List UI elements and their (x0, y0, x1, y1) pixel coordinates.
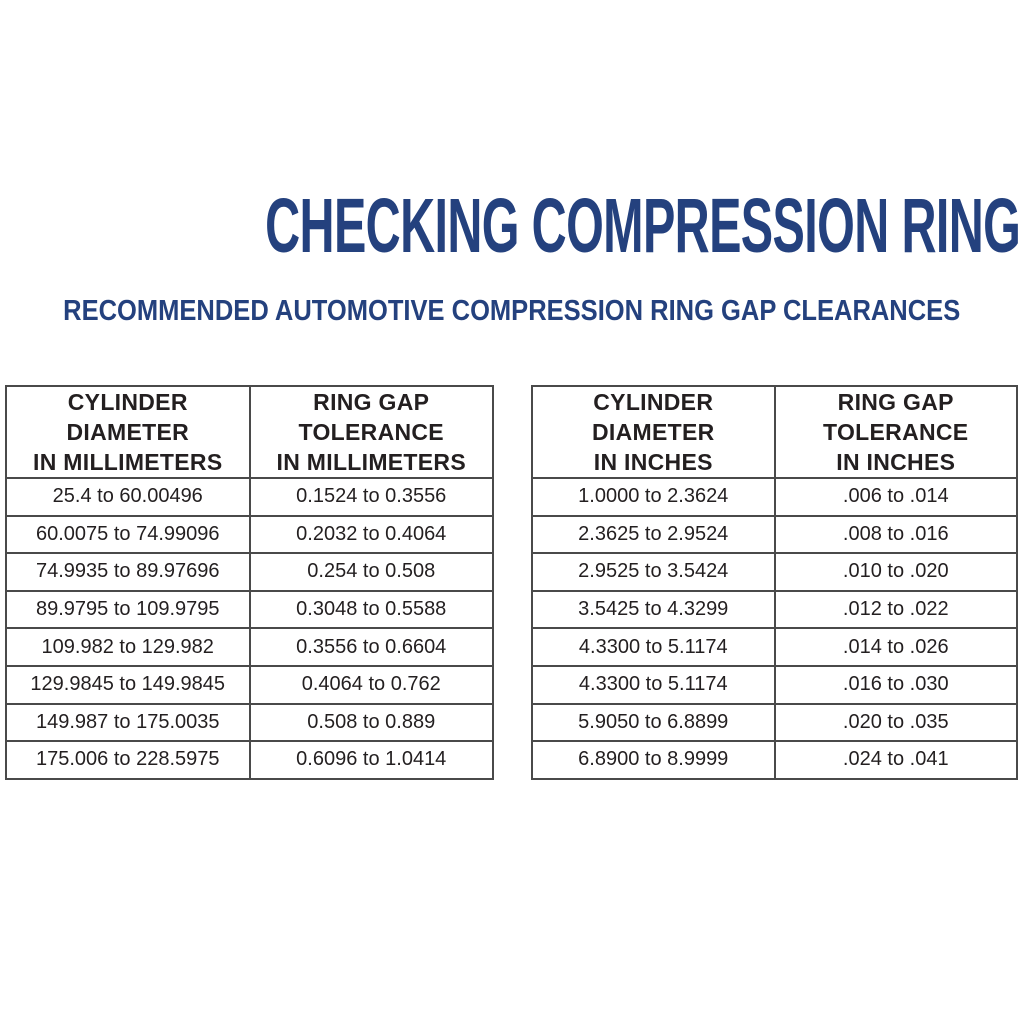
header-row: CYLINDER DIAMETER IN INCHES RING GAP TOL… (531, 385, 1018, 479)
table-row: 25.4 to 60.00496 0.1524 to 0.3556 (5, 477, 494, 517)
table-row: 74.9935 to 89.97696 0.254 to 0.508 (5, 552, 494, 592)
ring-gap-tolerance-cell: 0.3048 to 0.5588 (248, 589, 494, 630)
ring-gap-table-millimeters: CYLINDER DIAMETER IN MILLIMETERS RING GA… (5, 385, 494, 780)
cylinder-diameter-cell: 74.9935 to 89.97696 (5, 552, 251, 592)
ring-gap-tolerance-cell: 0.254 to 0.508 (248, 552, 494, 592)
ring-gap-tolerance-cell: 0.1524 to 0.3556 (248, 477, 494, 517)
table-row: 2.3625 to 2.9524.008 to .016 (531, 514, 1018, 555)
table-row: 89.9795 to 109.9795 0.3048 to 0.5588 (5, 589, 494, 630)
table-row: 4.3300 to 5.1174.014 to .026 (531, 627, 1018, 667)
table-row: 149.987 to 175.0035 0.508 to 0.889 (5, 702, 494, 743)
table-header-inches: CYLINDER DIAMETER IN INCHES RING GAP TOL… (531, 385, 1018, 479)
cylinder-diameter-cell: 2.3625 to 2.9524 (531, 514, 776, 555)
page-subtitle: RECOMMENDED AUTOMOTIVE COMPRESSION RING … (63, 295, 961, 327)
title-row: CHECKING COMPRESSION RING GAPS (0, 188, 1024, 265)
subtitle-row: RECOMMENDED AUTOMOTIVE COMPRESSION RING … (0, 297, 1024, 326)
cylinder-diameter-cell: 129.9845 to 149.9845 (5, 664, 251, 705)
cylinder-diameter-cell: 109.982 to 129.982 (5, 627, 251, 667)
ring-gap-tolerance-cell: 0.2032 to 0.4064 (248, 514, 494, 555)
column-header-cylinder-diameter-mm: CYLINDER DIAMETER IN MILLIMETERS (5, 385, 251, 479)
table-row: 175.006 to 228.5975 0.6096 to 1.0414 (5, 740, 494, 780)
cylinder-diameter-cell: 4.3300 to 5.1174 (531, 664, 776, 705)
table-row: 3.5425 to 4.3299.012 to .022 (531, 589, 1018, 630)
header-row: CYLINDER DIAMETER IN MILLIMETERS RING GA… (5, 385, 494, 479)
table-row: 109.982 to 129.982 0.3556 to 0.6604 (5, 627, 494, 667)
cylinder-diameter-cell: 5.9050 to 6.8899 (531, 702, 776, 743)
table-row: 60.0075 to 74.99096 0.2032 to 0.4064 (5, 514, 494, 555)
ring-gap-tolerance-cell: .024 to .041 (773, 740, 1018, 780)
column-header-ring-gap-tolerance-mm: RING GAP TOLERANCE IN MILLIMETERS (248, 385, 494, 479)
ring-gap-tolerance-cell: 0.6096 to 1.0414 (248, 740, 494, 780)
cylinder-diameter-cell: 149.987 to 175.0035 (5, 702, 251, 743)
table-body-inches: 1.0000 to 2.3624.006 to .014 2.3625 to 2.… (531, 477, 1018, 780)
cylinder-diameter-cell: 4.3300 to 5.1174 (531, 627, 776, 667)
cylinder-diameter-cell: 2.9525 to 3.5424 (531, 552, 776, 592)
ring-gap-table-inches: CYLINDER DIAMETER IN INCHES RING GAP TOL… (531, 385, 1018, 780)
cylinder-diameter-cell: 3.5425 to 4.3299 (531, 589, 776, 630)
table-row: 5.9050 to 6.8899.020 to .035 (531, 702, 1018, 743)
cylinder-diameter-cell: 25.4 to 60.00496 (5, 477, 251, 517)
table-row: 1.0000 to 2.3624.006 to .014 (531, 477, 1018, 517)
table-row: 129.9845 to 149.9845 0.4064 to 0.762 (5, 664, 494, 705)
cylinder-diameter-cell: 60.0075 to 74.99096 (5, 514, 251, 555)
ring-gap-tolerance-cell: .020 to .035 (773, 702, 1018, 743)
ring-gap-tolerance-cell: 0.3556 to 0.6604 (248, 627, 494, 667)
cylinder-diameter-cell: 1.0000 to 2.3624 (531, 477, 776, 517)
table-row: 2.9525 to 3.5424.010 to .020 (531, 552, 1018, 592)
table-row: 6.8900 to 8.9999.024 to .041 (531, 740, 1018, 780)
column-header-cylinder-diameter-in: CYLINDER DIAMETER IN INCHES (531, 385, 776, 479)
ring-gap-tolerance-cell: .008 to .016 (773, 514, 1018, 555)
ring-gap-tolerance-cell: .006 to .014 (773, 477, 1018, 517)
table-body-millimeters: 25.4 to 60.00496 0.1524 to 0.3556 60.0075 … (5, 477, 494, 780)
ring-gap-tolerance-cell: .010 to .020 (773, 552, 1018, 592)
ring-gap-tolerance-cell: 0.4064 to 0.762 (248, 664, 494, 705)
ring-gap-tolerance-cell: .016 to .030 (773, 664, 1018, 705)
ring-gap-tolerance-cell: .012 to .022 (773, 589, 1018, 630)
column-header-ring-gap-tolerance-in: RING GAP TOLERANCE IN INCHES (773, 385, 1018, 479)
cylinder-diameter-cell: 175.006 to 228.5975 (5, 740, 251, 780)
page-title: CHECKING COMPRESSION RING GAPS (265, 183, 1024, 269)
ring-gap-tolerance-cell: .014 to .026 (773, 627, 1018, 667)
table-header-millimeters: CYLINDER DIAMETER IN MILLIMETERS RING GA… (5, 385, 494, 479)
table-row: 4.3300 to 5.1174.016 to .030 (531, 664, 1018, 705)
cylinder-diameter-cell: 89.9795 to 109.9795 (5, 589, 251, 630)
ring-gap-tolerance-cell: 0.508 to 0.889 (248, 702, 494, 743)
cylinder-diameter-cell: 6.8900 to 8.9999 (531, 740, 776, 780)
